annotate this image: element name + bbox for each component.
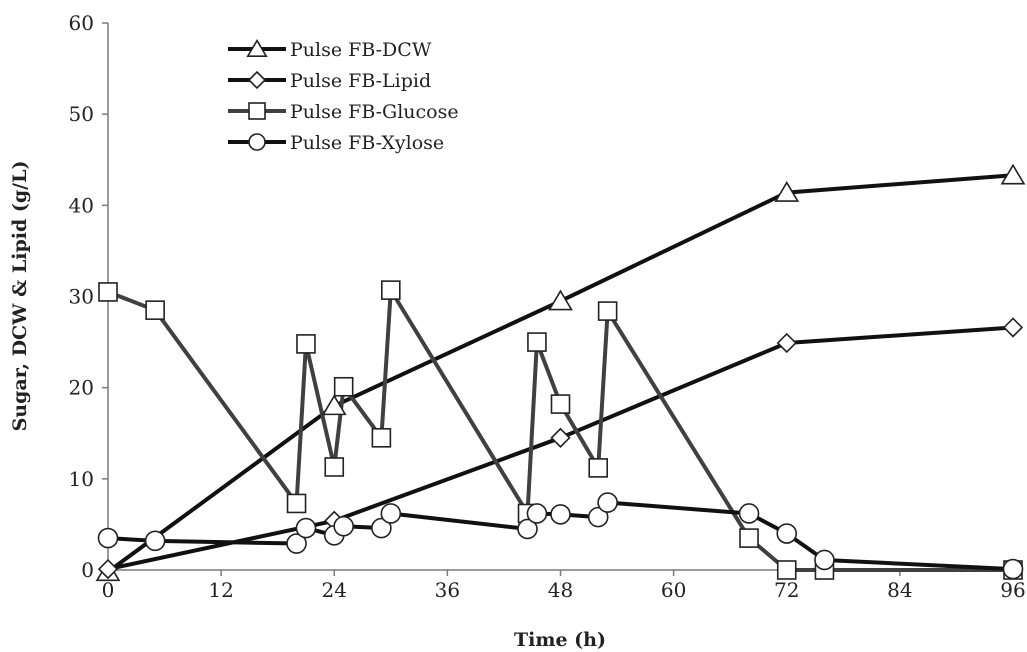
y-tick-label: 0	[81, 558, 94, 582]
legend-marker-pulse-fb-xylose	[248, 133, 266, 151]
x-axis-title: Time (h)	[514, 629, 606, 651]
legend-label-pulse-fb-xylose: Pulse FB-Xylose	[290, 132, 444, 154]
legend-marker-pulse-fb-glucose	[248, 102, 266, 120]
legend-marker-pulse-fb-dcw	[246, 39, 268, 57]
data-point-pulse-fb-dcw	[774, 181, 800, 202]
series-line-pulse-fb-lipid	[106, 325, 1015, 572]
data-point-pulse-fb-xylose	[814, 549, 835, 571]
y-tick-label: 60	[69, 11, 94, 35]
data-point-pulse-fb-glucose	[324, 457, 345, 477]
data-point-pulse-fb-xylose	[286, 533, 307, 554]
data-point-pulse-fb-dcw	[1000, 163, 1026, 185]
legend-label-pulse-fb-glucose: Pulse FB-Glucose	[290, 101, 459, 123]
data-point-pulse-fb-xylose	[295, 517, 317, 539]
legend-item-pulse-fb-xylose: Pulse FB-Xylose	[228, 132, 444, 154]
data-point-pulse-fb-xylose	[597, 492, 618, 513]
data-point-pulse-fb-xylose	[380, 503, 402, 524]
series-markers	[95, 163, 1026, 582]
data-point-pulse-fb-glucose	[597, 301, 618, 321]
series-layer	[95, 163, 1026, 582]
data-point-pulse-fb-dcw	[321, 394, 347, 416]
data-point-pulse-fb-glucose	[588, 458, 609, 478]
y-ticks: 0 10 20 30 40 50 60	[69, 11, 108, 582]
data-point-pulse-fb-xylose	[738, 503, 760, 524]
data-point-pulse-fb-xylose	[517, 518, 538, 540]
data-point-pulse-fb-xylose	[371, 517, 392, 539]
legend-marker-pulse-fb-lipid	[247, 70, 267, 90]
data-point-pulse-fb-glucose	[776, 560, 797, 580]
y-tick-label: 40	[69, 193, 94, 217]
data-point-pulse-fb-glucose	[550, 394, 571, 414]
legend-item-pulse-fb-lipid: Pulse FB-Lipid	[228, 70, 431, 92]
x-ticks: 0 12 24 36 48 60 72 84 96	[102, 570, 1026, 602]
data-point-pulse-fb-xylose	[526, 503, 548, 524]
data-point-pulse-fb-glucose	[333, 376, 354, 397]
data-point-pulse-fb-xylose	[587, 506, 609, 528]
data-point-pulse-fb-glucose	[296, 334, 316, 354]
x-tick-label: 24	[322, 578, 347, 602]
data-point-pulse-fb-dcw	[548, 289, 573, 311]
data-point-pulse-fb-xylose	[333, 515, 354, 537]
legend-label-pulse-fb-dcw: Pulse FB-DCW	[290, 39, 432, 61]
data-point-pulse-fb-xylose	[1002, 558, 1024, 580]
data-point-pulse-fb-glucose	[98, 282, 118, 302]
data-point-pulse-fb-glucose	[527, 332, 547, 352]
legend-item-pulse-fb-dcw: Pulse FB-DCW	[228, 39, 432, 61]
x-tick-label: 48	[548, 578, 573, 602]
data-point-pulse-fb-lipid	[1002, 317, 1024, 338]
data-point-pulse-fb-xylose	[550, 504, 571, 525]
x-tick-label: 72	[774, 578, 799, 602]
data-point-pulse-fb-lipid	[550, 427, 571, 448]
data-point-pulse-fb-xylose	[144, 530, 166, 552]
x-tick-label: 84	[887, 578, 912, 602]
data-point-pulse-fb-glucose	[739, 528, 759, 548]
legend-item-pulse-fb-glucose: Pulse FB-Glucose	[228, 101, 459, 123]
data-point-pulse-fb-lipid	[97, 558, 119, 580]
data-point-pulse-fb-xylose	[97, 527, 119, 549]
data-point-pulse-fb-glucose	[286, 493, 307, 514]
data-point-pulse-fb-glucose	[381, 280, 401, 300]
x-tick-label: 36	[435, 578, 460, 602]
x-tick-label: 96	[1000, 578, 1025, 602]
data-point-pulse-fb-xylose	[776, 523, 798, 544]
y-tick-label: 10	[69, 467, 94, 491]
data-point-pulse-fb-glucose	[371, 428, 392, 448]
y-tick-label: 20	[69, 376, 94, 400]
data-point-pulse-fb-glucose	[145, 300, 165, 320]
legend-label-pulse-fb-lipid: Pulse FB-Lipid	[290, 70, 431, 92]
x-tick-label: 0	[102, 578, 115, 602]
x-tick-label: 12	[208, 578, 233, 602]
y-axis-title: Sugar, DCW & Lipid (g/L)	[9, 161, 31, 432]
y-tick-label: 30	[69, 285, 94, 309]
legend: Pulse FB-DCW Pulse FB-Lipid Pulse FB-Gluco…	[228, 39, 459, 154]
y-tick-label: 50	[69, 102, 94, 126]
x-tick-label: 60	[661, 578, 686, 602]
data-point-pulse-fb-lipid	[776, 332, 797, 354]
